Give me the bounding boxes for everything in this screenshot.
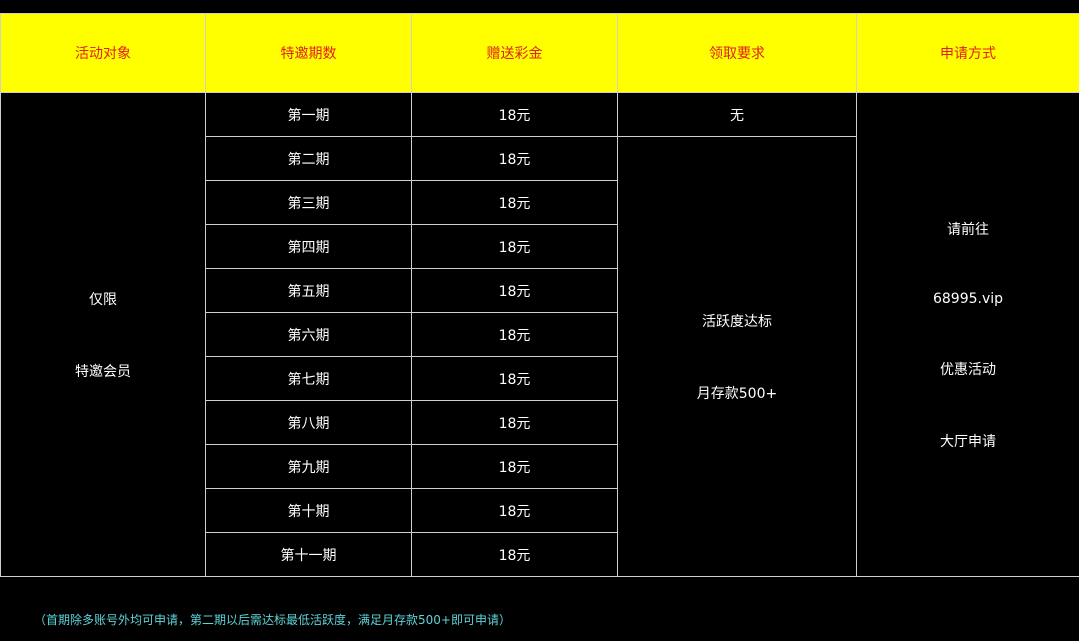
bonus-cell: 18元 (411, 488, 618, 533)
table-row: 第二期 18元 活跃度达标 月存款500+ (1, 136, 1079, 577)
apply-line: 大厅申请 (940, 433, 996, 450)
header-period: 特邀期数 (205, 13, 412, 93)
bonus-cell: 18元 (411, 180, 618, 225)
period-cell: 第十一期 (205, 532, 412, 577)
requirement-first-cell: 无 (617, 92, 857, 137)
period-cell: 第二期 (205, 136, 412, 181)
header-bonus: 赠送彩金 (411, 13, 618, 93)
period-cell: 第三期 (205, 180, 412, 225)
period-cell: 第九期 (205, 444, 412, 489)
apply-line: 68995.vip (932, 290, 1004, 307)
bonus-cell: 18元 (411, 356, 618, 401)
period-cell: 第十期 (205, 488, 412, 533)
header-requirement: 领取要求 (617, 13, 857, 93)
table-row: 第五期 18元 (1, 268, 1079, 313)
target-cell: 仅限 特邀会员 (0, 92, 206, 577)
table-row: 第七期 18元 (1, 356, 1079, 401)
table-row: 第三期 18元 (1, 180, 1079, 225)
promotion-table: 活动对象 特邀期数 赠送彩金 领取要求 申请方式 仅限 特邀会员 第一期 18元无请前… (0, 13, 1079, 577)
bonus-cell: 18元 (411, 136, 618, 181)
period-cell: 第五期 (205, 268, 412, 313)
bonus-cell: 18元 (411, 532, 618, 577)
table-row: 仅限 特邀会员 第一期 18元无请前往 68995.vip 优惠活动 大厅申请 (0, 92, 1079, 577)
apply-cell: 请前往 68995.vip 优惠活动大厅申请 (856, 92, 1079, 577)
header-apply: 申请方式 (856, 13, 1079, 93)
table-row: 第六期 18元 (1, 312, 1079, 357)
requirement-rest-cell: 活跃度达标月存款500+ (617, 136, 857, 577)
requirement-line: 月存款500+ (696, 385, 778, 402)
bonus-cell: 18元 (411, 224, 618, 269)
bonus-cell: 18元 (411, 92, 618, 137)
target-line: 仅限 (89, 291, 117, 308)
period-cell: 第一期 (205, 92, 412, 137)
table-row: 第十期 18元 (1, 488, 1079, 533)
header-row: 活动对象 特邀期数 赠送彩金 领取要求 申请方式 (0, 13, 1079, 93)
bonus-cell: 18元 (411, 268, 618, 313)
header-target: 活动对象 (0, 13, 206, 93)
bonus-cell: 18元 (411, 444, 618, 489)
period-cell: 第六期 (205, 312, 412, 357)
period-cell: 第八期 (205, 400, 412, 445)
apply-line: 请前往 (947, 221, 989, 238)
table-row: 第九期 18元 (1, 444, 1079, 489)
bonus-cell: 18元 (411, 400, 618, 445)
apply-line: 优惠活动 (940, 361, 996, 378)
period-cell: 第七期 (205, 356, 412, 401)
target-line: 特邀会员 (75, 363, 131, 380)
bonus-cell: 18元 (411, 312, 618, 357)
footnote: （首期除多账号外均可申请，第二期以后需达标最低活跃度，满足月存款500+即可申请… (34, 613, 511, 627)
requirement-line: 活跃度达标 (702, 313, 772, 330)
table-row: 第十一期 18元 (1, 532, 1079, 577)
period-cell: 第四期 (205, 224, 412, 269)
